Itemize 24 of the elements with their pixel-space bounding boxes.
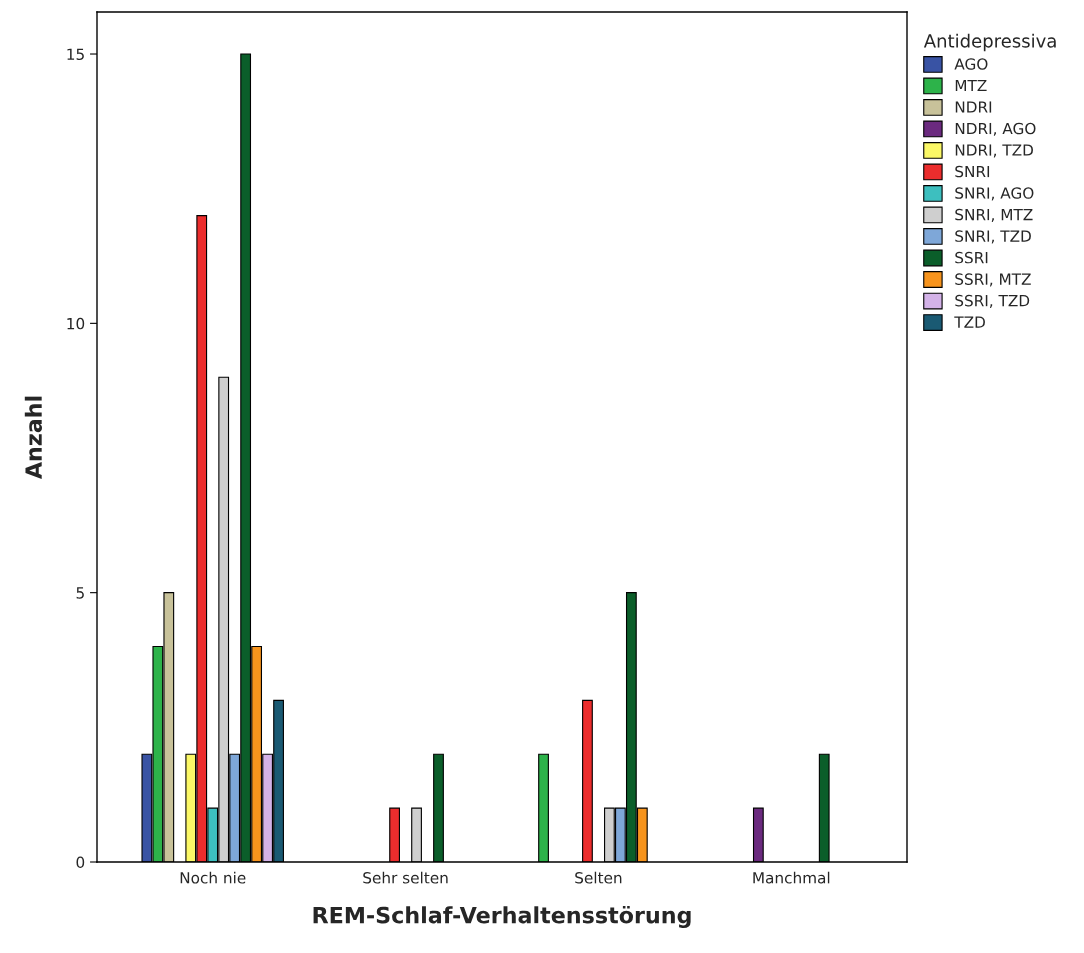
legend-title: Antidepressiva xyxy=(923,33,1056,52)
legend-label: NDRI, AGO xyxy=(955,122,1036,136)
legend-label: TZD xyxy=(954,316,985,328)
legend-label: AGO xyxy=(954,58,988,70)
x-axis-title: REM-Schlaf-Verhaltensstörung xyxy=(313,905,691,928)
y-axis-title: Anzahl xyxy=(24,396,42,480)
legend-label: SSRI xyxy=(955,251,988,264)
x-tick-label: Sehr selten xyxy=(363,871,448,884)
y-tick-label: 15 xyxy=(67,48,84,61)
legend-label: NDRI xyxy=(955,101,992,113)
x-tick-label: Selten xyxy=(575,871,622,884)
legend-label: NDRI, TZD xyxy=(955,144,1033,158)
legend-label: SSRI, TZD xyxy=(955,294,1030,308)
legend-label: SNRI, MTZ xyxy=(955,208,1033,222)
y-tick-label: 0 xyxy=(76,856,85,869)
legend-label: SNRI, TZD xyxy=(955,230,1031,244)
x-tick-label: Manchmal xyxy=(753,871,830,884)
y-tick-label: 10 xyxy=(67,317,85,330)
legend-label: SNRI xyxy=(955,165,990,178)
legend-label: SNRI, AGO xyxy=(955,187,1034,201)
x-tick-label: Noch nie xyxy=(180,871,246,884)
legend-label: MTZ xyxy=(955,79,987,92)
y-tick-label: 5 xyxy=(76,587,84,599)
legend-label: SSRI, MTZ xyxy=(955,273,1031,287)
